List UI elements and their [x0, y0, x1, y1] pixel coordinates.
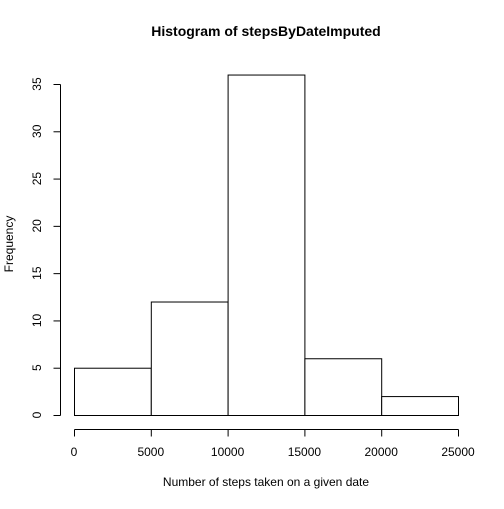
histogram-bar-1	[74, 367, 152, 417]
histogram-bar-3	[227, 74, 306, 417]
x-tick-label: 5000	[137, 445, 164, 459]
y-tick-label: 15	[30, 266, 44, 280]
histogram-bar-5	[381, 396, 460, 417]
y-tick-label: 25	[30, 172, 44, 186]
x-tick-label: 25000	[441, 445, 475, 459]
y-tick-label: 20	[30, 219, 44, 233]
y-tick-label: 5	[30, 364, 44, 371]
bar-group	[74, 74, 460, 417]
x-axis-label: Number of steps taken on a given date	[163, 475, 369, 489]
histogram-bar-4	[304, 358, 383, 416]
x-tick-label: 20000	[365, 445, 399, 459]
chart-title: Histogram of stepsByDateImputed	[151, 23, 380, 39]
y-tick-label: 35	[30, 77, 44, 91]
x-tick-label: 10000	[211, 445, 245, 459]
histogram-bar-2	[150, 301, 229, 416]
y-tick-label: 0	[30, 411, 44, 418]
x-tick-label: 0	[71, 445, 78, 459]
y-axis: 0 5 10 15 20 25 30 35	[30, 77, 61, 418]
x-axis: 0 5000 10000 15000 20000 25000	[71, 429, 475, 459]
y-tick-label: 30	[30, 124, 44, 138]
y-axis-label: Frequency	[2, 216, 16, 273]
x-tick-label: 15000	[288, 445, 322, 459]
y-tick-label: 10	[30, 313, 44, 327]
